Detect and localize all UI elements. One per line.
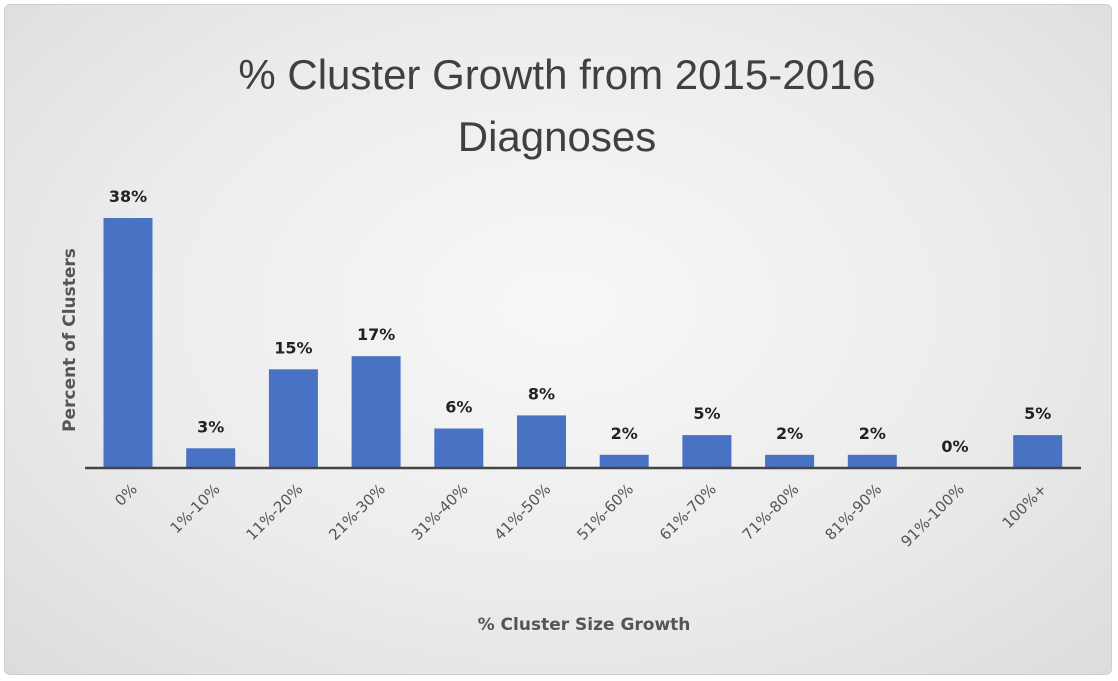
x-tick-label-2: 11%-20%: [243, 480, 307, 544]
bar-6: [599, 454, 649, 468]
x-tick-label-4: 31%-40%: [408, 480, 472, 544]
data-label-4: 6%: [445, 398, 472, 417]
bar-chart: % Cluster Growth from 2015-2016 Diagnose…: [60, 51, 1081, 635]
bar-9: [847, 454, 897, 468]
data-label-2: 15%: [274, 338, 312, 357]
data-label-10: 0%: [941, 437, 968, 456]
data-label-3: 17%: [357, 325, 395, 344]
x-tick-label-9: 81%-90%: [821, 480, 885, 544]
bar-5: [517, 415, 566, 468]
data-label-8: 2%: [776, 424, 803, 443]
tick-labels-group: 0% 1%-10% 11%-20% 21%-30% 31%-40% 41%-50% 51%-…: [111, 480, 1050, 550]
x-tick-label-11: 100%+: [999, 480, 1051, 532]
bar-3: [351, 356, 401, 468]
x-tick-label-8: 71%-80%: [739, 480, 803, 544]
data-labels-group: 38% 3% 15% 17% 6% 8% 2% 5% 2% 2% 0% 5%: [109, 187, 1051, 456]
bar-8: [765, 454, 815, 468]
bars-group: [103, 218, 1063, 468]
x-tick-label-1: 1%-10%: [167, 480, 224, 537]
data-label-6: 2%: [611, 424, 638, 443]
bar-0: [103, 218, 153, 468]
chart-frame: % Cluster Growth from 2015-2016 Diagnose…: [4, 4, 1112, 675]
chart-title-line-2: Diagnoses: [458, 113, 656, 160]
x-tick-label-0: 0%: [111, 480, 141, 510]
chart-title-line-1: % Cluster Growth from 2015-2016: [238, 51, 875, 98]
bar-4: [434, 428, 484, 468]
x-tick-label-10: 91%-100%: [897, 480, 967, 550]
data-label-11: 5%: [1024, 404, 1051, 423]
x-tick-label-7: 61%-70%: [656, 480, 720, 544]
bar-2: [268, 369, 318, 468]
data-label-9: 2%: [859, 424, 886, 443]
data-label-5: 8%: [528, 384, 555, 403]
bar-7: [682, 435, 732, 468]
data-label-0: 38%: [109, 187, 147, 206]
bar-11: [1013, 435, 1063, 468]
x-tick-label-6: 51%-60%: [573, 480, 637, 544]
x-tick-label-3: 21%-30%: [325, 480, 389, 544]
x-tick-label-5: 41%-50%: [491, 480, 555, 544]
x-axis-title: % Cluster Size Growth: [478, 615, 691, 635]
data-label-1: 3%: [197, 417, 224, 436]
data-label-7: 5%: [693, 404, 720, 423]
y-axis-title: Percent of Clusters: [60, 248, 80, 432]
bar-1: [186, 448, 236, 468]
